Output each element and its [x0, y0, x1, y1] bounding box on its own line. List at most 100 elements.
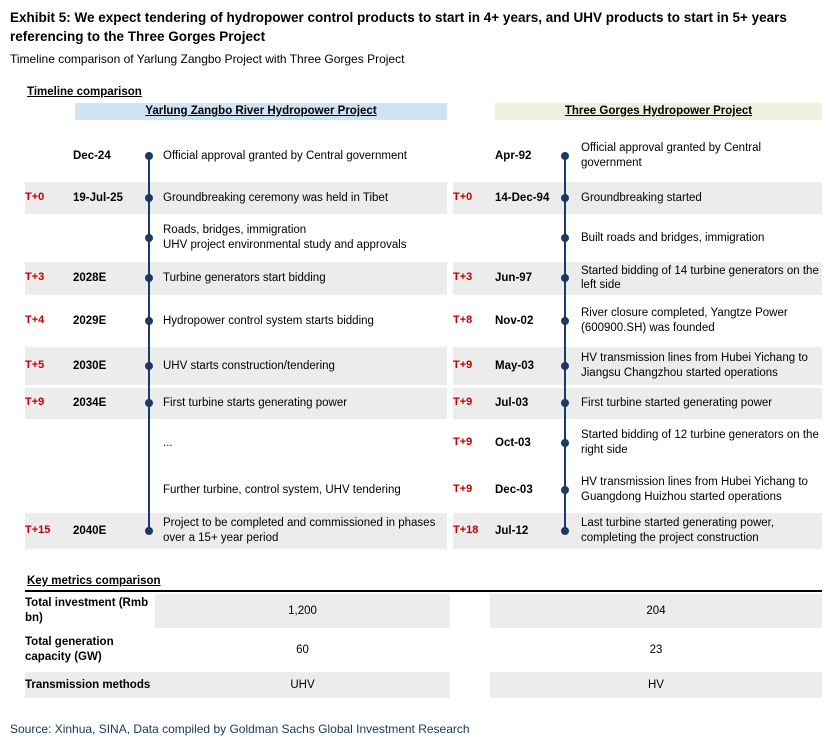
t-offset-label: T+0 — [25, 190, 45, 203]
t-offset-label: T+4 — [25, 313, 45, 326]
event-text: Built roads and bridges, immigration — [581, 231, 765, 244]
left-timeline-line — [148, 155, 150, 531]
event-dot — [561, 316, 569, 325]
exhibit-title: Exhibit 5: We expect tendering of hydrop… — [10, 10, 787, 44]
event-date: 19-Jul-25 — [73, 191, 123, 204]
timeline-row: ... T+9 Oct-03 Started bidding of 12 tur… — [0, 419, 831, 467]
timeline-row: Roads, bridges, immigration UHV project … — [0, 214, 831, 262]
event-dot — [561, 399, 569, 408]
event-text: HV transmission lines from Hubei Yichang… — [581, 476, 808, 503]
event-text: Turbine generators start bidding — [163, 272, 326, 285]
event-dot — [145, 274, 153, 283]
column-gap — [450, 594, 490, 628]
timeline-row: T+0 19-Jul-25 Groundbreaking ceremony wa… — [0, 181, 831, 214]
timeline-node — [557, 388, 573, 419]
timeline-node — [557, 130, 573, 182]
timeline-node — [557, 467, 573, 513]
timeline-node — [141, 347, 157, 385]
t-offset-label: T+3 — [453, 271, 473, 284]
timeline-row: Further turbine, control system, UHV ten… — [0, 467, 831, 513]
timeline-node — [141, 295, 157, 347]
timeline-node — [141, 130, 157, 182]
column-gap — [450, 630, 490, 670]
event-date: Apr-92 — [495, 149, 532, 162]
event-date: Oct-03 — [495, 436, 531, 449]
t-offset-label: T+3 — [25, 271, 45, 284]
timeline-section-label: Timeline comparison — [27, 85, 142, 98]
event-dot — [561, 526, 569, 535]
event-date: 2028E — [73, 272, 107, 285]
event-date: 2034E — [73, 397, 107, 410]
event-text: First turbine started generating power — [581, 397, 773, 410]
source-note: Source: Xinhua, SINA, Data compiled by G… — [10, 721, 470, 736]
exhibit-subtitle: Timeline comparison of Yarlung Zangbo Pr… — [10, 51, 405, 66]
project-headers: Yarlung Zangbo River Hydropower Project … — [75, 102, 831, 120]
event-text: Project to be completed and commissioned… — [163, 517, 436, 544]
event-date: 2040E — [73, 524, 107, 537]
event-text: Started bidding of 12 turbine generators… — [581, 429, 819, 456]
timeline-node — [557, 347, 573, 385]
event-text: First turbine starts generating power — [163, 397, 348, 410]
metrics-section-label: Key metrics comparison — [27, 574, 161, 587]
event-date: 2029E — [73, 314, 107, 327]
t-offset-label: T+18 — [453, 523, 479, 536]
event-date: 14-Dec-94 — [495, 191, 550, 204]
column-gap — [450, 672, 490, 698]
event-date: Dec-03 — [495, 483, 533, 496]
timeline-row: T+15 2040E Project to be completed and c… — [0, 512, 831, 549]
event-dot — [561, 233, 569, 242]
event-text: ... — [163, 436, 173, 449]
timeline-row: T+3 2028E Turbine generators start biddi… — [0, 261, 831, 295]
metric-label: Total investment (Rmb bn) — [25, 597, 149, 624]
t-offset-label: T+9 — [453, 358, 473, 371]
event-text: UHV starts construction/tendering — [163, 359, 335, 372]
event-dot — [145, 399, 153, 408]
event-dot — [145, 233, 153, 242]
metric-value-yarlung: 60 — [296, 643, 309, 656]
event-dot — [145, 316, 153, 325]
event-date: Dec-24 — [73, 149, 111, 162]
timeline-node — [141, 262, 157, 295]
event-date: 2030E — [73, 359, 107, 372]
t-offset-label: T+0 — [453, 190, 473, 203]
table-row: Total generation capacity (GW) 60 23 — [25, 630, 822, 670]
t-offset-label: T+9 — [453, 396, 473, 409]
t-offset-label: T+15 — [25, 523, 51, 536]
timeline-node — [557, 295, 573, 347]
timeline-node — [141, 513, 157, 549]
t-offset-label: T+9 — [453, 435, 473, 448]
t-offset-label: T+9 — [25, 396, 45, 409]
timeline-comparison: Dec-24 Official approval granted by Cent… — [0, 130, 831, 549]
metric-value-threegorges: HV — [490, 671, 822, 698]
event-text: HV transmission lines from Hubei Yichang… — [581, 352, 808, 379]
event-text: River closure completed, Yangtze Power (… — [581, 307, 788, 334]
event-dot — [561, 438, 569, 447]
event-dot — [561, 274, 569, 283]
event-dot — [145, 361, 153, 370]
event-text: Hydropower control system starts bidding — [163, 314, 374, 327]
event-text: Groundbreaking ceremony was held in Tibe… — [163, 191, 389, 204]
timeline-node — [141, 182, 157, 214]
timeline-rows: Dec-24 Official approval granted by Cent… — [0, 130, 831, 549]
event-dot — [145, 151, 153, 160]
event-dot — [145, 526, 153, 535]
metric-value-threegorges: 23 — [649, 643, 663, 656]
event-text: Further turbine, control system, UHV ten… — [163, 483, 401, 496]
event-text: Started bidding of 14 turbine generators… — [581, 264, 819, 292]
timeline-node — [557, 214, 573, 262]
event-date: Jul-12 — [495, 524, 529, 537]
metric-value-yarlung: 1,200 — [155, 593, 450, 628]
event-text: Last turbine started generating power, c… — [581, 517, 775, 544]
timeline-node — [557, 419, 573, 467]
event-text: Roads, bridges, immigration UHV project … — [163, 224, 407, 251]
metric-label: Total generation capacity (GW) — [25, 636, 114, 663]
t-offset-label: T+8 — [453, 313, 473, 326]
t-offset-label: T+5 — [25, 358, 45, 371]
timeline-row: Dec-24 Official approval granted by Cent… — [0, 130, 831, 182]
event-date: Nov-02 — [495, 314, 534, 327]
timeline-row: T+4 2029E Hydropower control system star… — [0, 295, 831, 347]
metric-label: Transmission methods — [25, 671, 155, 698]
event-text: Official approval granted by Central gov… — [163, 149, 407, 162]
event-date: Jun-97 — [495, 272, 533, 285]
